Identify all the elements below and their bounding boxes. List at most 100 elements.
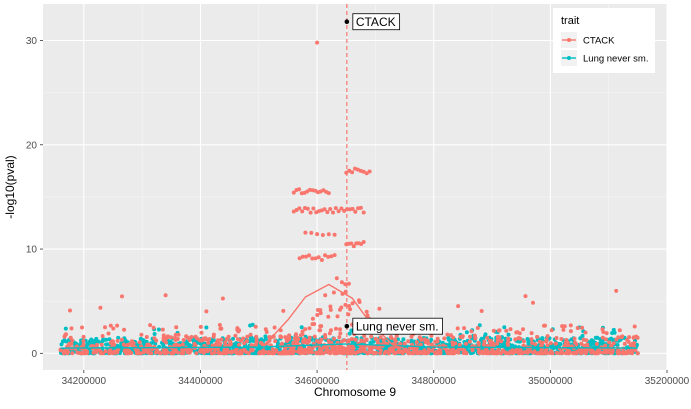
ctack-point (179, 351, 184, 356)
ctack-point (134, 348, 139, 353)
ctack-point (410, 351, 415, 356)
ctack-point (482, 342, 486, 347)
ctack-point (364, 171, 369, 176)
ctack-point (397, 349, 402, 354)
ctack-point (521, 327, 525, 332)
ctack-point (328, 351, 333, 356)
ctack-point (80, 325, 84, 330)
ctack-point (273, 339, 278, 344)
ctack-point (295, 349, 300, 354)
ctack-point (610, 350, 615, 355)
ctack-point (108, 323, 113, 328)
lung-point (252, 351, 256, 356)
lung-point (299, 325, 304, 330)
ctack-point (224, 337, 229, 341)
ctack-point (543, 351, 548, 356)
ctack-point (506, 336, 511, 341)
ctack-point (453, 341, 458, 346)
ctack-point (614, 288, 619, 293)
ctack-point (173, 332, 178, 337)
ctack-point (580, 325, 585, 330)
annotations: CTACK Lung never sm. (344, 13, 443, 335)
ctack-point (533, 342, 538, 347)
ctack-point (581, 337, 586, 342)
ctack-point (362, 347, 366, 352)
ctack-point (244, 339, 249, 344)
ctack-point (151, 325, 156, 330)
ctack-point (180, 348, 184, 353)
lung-point (63, 326, 68, 331)
ctack-point (332, 232, 337, 237)
ctack-point (315, 339, 320, 343)
ctack-point (199, 330, 204, 335)
lung-point (506, 332, 511, 337)
ctack-point (604, 348, 609, 353)
ctack-point (615, 350, 620, 354)
lung-point (89, 337, 94, 342)
ctack-point (479, 309, 484, 313)
ctack-point (305, 206, 310, 211)
ctack-point (579, 341, 584, 346)
ctack-point (329, 254, 334, 259)
ctack-point (383, 349, 388, 354)
ctack-point (430, 348, 435, 353)
ctack-point (109, 350, 114, 355)
ctack-point (560, 324, 565, 329)
ctack-point (316, 255, 321, 260)
ctack-point (521, 339, 526, 344)
ctack-point (257, 351, 262, 356)
ctack-point (234, 347, 239, 352)
ctack-point (535, 334, 540, 339)
ctack-point (338, 327, 342, 332)
ctack-point (298, 345, 303, 350)
ctack-point (378, 335, 383, 340)
ctack-point (339, 280, 344, 285)
ctack-point (68, 308, 72, 313)
ctack-point (219, 337, 224, 342)
ctack-point (300, 332, 305, 337)
ctack-point (163, 293, 168, 298)
ctack-point (554, 350, 559, 355)
ctack-point (377, 345, 381, 350)
ctack-point (575, 326, 580, 330)
ctack-point (542, 323, 546, 328)
ctack-point (461, 351, 466, 355)
ctack-point (335, 314, 340, 319)
ctack-point (115, 338, 120, 343)
ctack-point (125, 350, 130, 355)
ctack-point (231, 349, 236, 354)
ctack-point (568, 323, 573, 328)
ctack-point (63, 333, 68, 338)
ctack-point (457, 342, 462, 347)
lung-point (186, 343, 191, 348)
ctack-point (236, 329, 241, 334)
ctack-point (328, 304, 333, 309)
ctack-point (283, 335, 288, 340)
ctack-point (312, 322, 317, 326)
ctack-point (295, 337, 300, 342)
ctack-point (235, 337, 240, 342)
ctack-point (228, 339, 233, 344)
ctack-point (482, 349, 487, 354)
lung-point (401, 337, 406, 342)
ctack-point (517, 331, 522, 336)
ctack-point (172, 336, 177, 341)
ctack-point (122, 327, 127, 332)
ctack-point (315, 232, 320, 237)
ctack-point (81, 334, 86, 339)
lung-point (598, 340, 603, 345)
ctack-point (220, 351, 225, 356)
ctack-point (339, 206, 344, 211)
ctack-point (516, 351, 521, 356)
ctack-point (310, 256, 315, 261)
ctack-point (358, 205, 363, 210)
ctack-point (157, 350, 162, 355)
ctack-point (336, 209, 341, 214)
ctack-point (620, 334, 625, 339)
ctack-point (211, 332, 216, 337)
lung-point (502, 325, 507, 330)
ctack-point (361, 240, 366, 244)
ctack-point (287, 333, 292, 338)
ctack-point (332, 336, 336, 341)
ctack-point (297, 206, 302, 211)
